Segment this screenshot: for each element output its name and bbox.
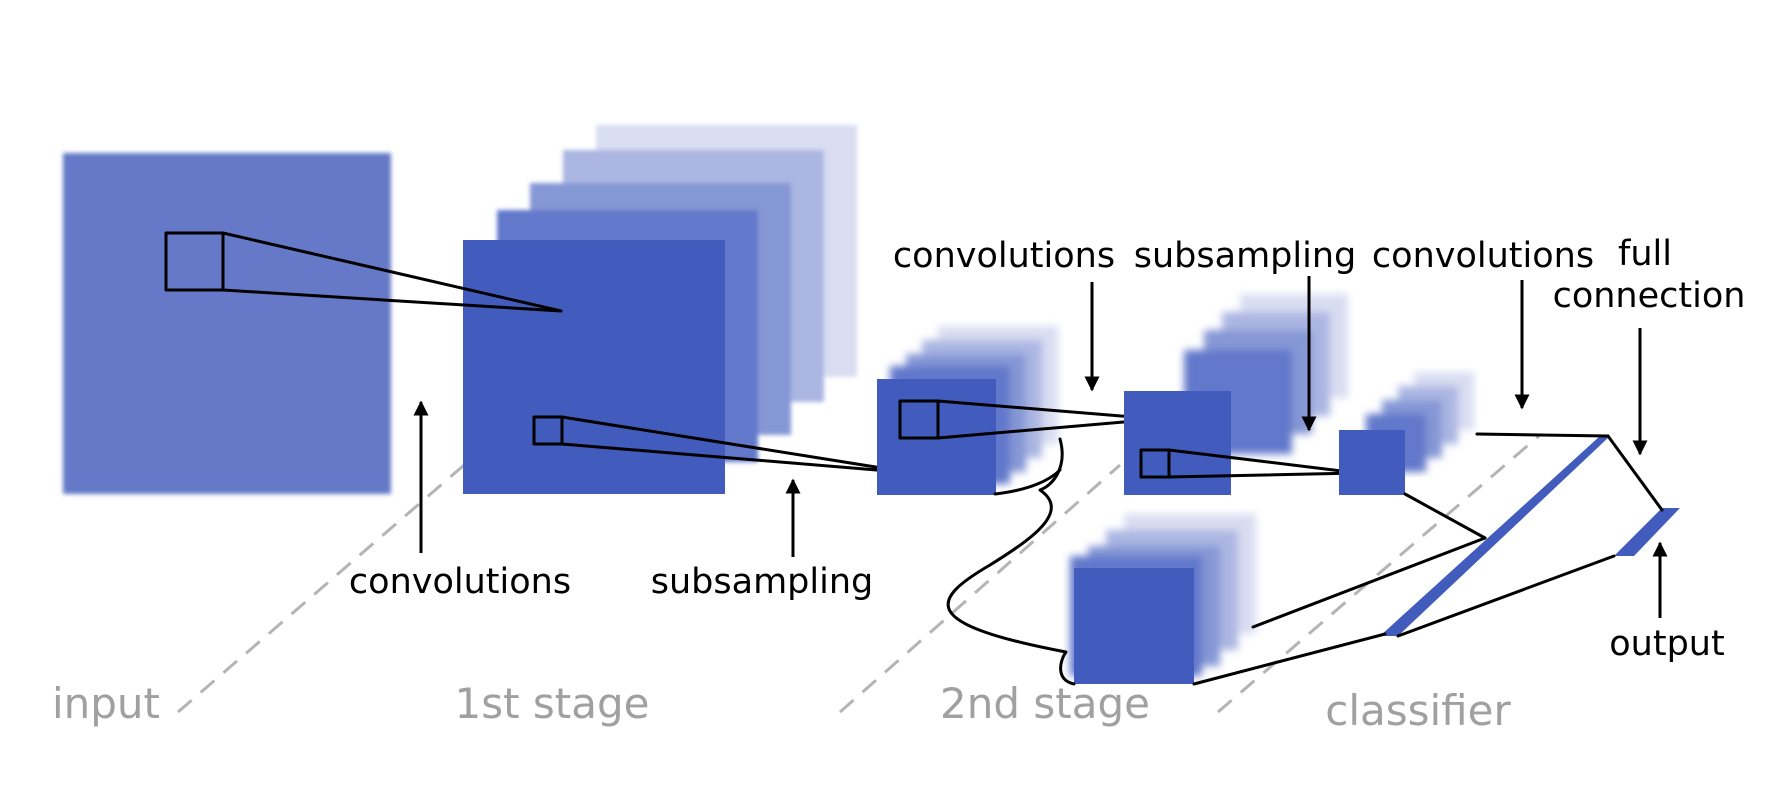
full-connection-layer: [1380, 436, 1610, 636]
label-full-connection-line2: connection: [1553, 276, 1746, 316]
input-receptive-field: [164, 231, 225, 292]
stage-label-second: 2nd stage: [940, 679, 1150, 728]
first-stage-conv-map: [463, 240, 725, 494]
branch-join: [993, 468, 1062, 496]
label-convolutions-3: convolutions: [1372, 236, 1594, 276]
label-convolutions-1: convolutions: [349, 562, 571, 602]
divider-second: [1217, 433, 1541, 714]
classifier-conv-map: [1339, 430, 1405, 495]
first-stage-receptive-field: [532, 415, 564, 446]
input-map: [63, 153, 391, 494]
second-stage-sub-map-upper: [1124, 391, 1231, 495]
input-square: [63, 153, 391, 494]
label-subsampling-2: subsampling: [1134, 236, 1356, 276]
branch-curve: [946, 437, 1076, 686]
second-stage-map-lower: [1074, 568, 1194, 684]
stage-label-input: input: [52, 679, 160, 728]
label-convolutions-2: convolutions: [893, 236, 1115, 276]
label-full-connection-line1: full: [1618, 234, 1672, 274]
connection-lines: [1192, 432, 1664, 686]
label-output: output: [1609, 624, 1724, 664]
second-stage-sub-field: [1139, 448, 1171, 479]
stage-dividers: [177, 433, 1541, 714]
conv1-projection: [221, 231, 563, 313]
operation-arrows: [413, 276, 1668, 618]
label-subsampling-1: subsampling: [651, 562, 873, 602]
output-layer: [1614, 508, 1680, 556]
second-stage-receptive-field: [898, 399, 940, 440]
divider-input: [177, 458, 471, 714]
divider-first: [839, 463, 1121, 714]
stage-label-first: 1st stage: [454, 679, 649, 728]
stage-label-classifier: classifier: [1325, 686, 1511, 735]
